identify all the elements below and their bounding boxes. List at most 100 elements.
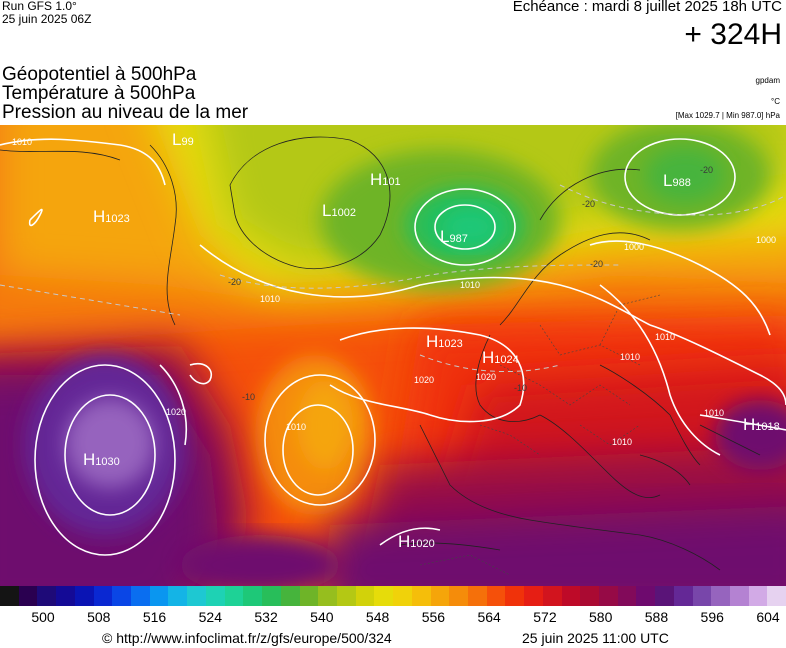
isobar-label: 1010: [612, 437, 632, 447]
color-scale-ticks: 500 508 516 524 532 540 548 556 564 572 580 588 596 6…: [0, 609, 786, 627]
isobar-label: 1000: [756, 235, 776, 245]
color-scale-swatch: [580, 586, 599, 606]
color-scale-bar: [0, 586, 786, 606]
generation-time: 25 juin 2025 11:00 UTC: [522, 630, 669, 646]
color-scale-swatch: [318, 586, 337, 606]
isobar-label: 1020: [166, 407, 186, 417]
color-scale-swatch: [355, 586, 375, 606]
color-scale-swatch: [243, 586, 263, 606]
param-pressure: Pression au niveau de la mer: [2, 102, 249, 123]
color-scale-swatch: [767, 586, 786, 606]
color-scale-swatch: [93, 586, 113, 606]
pressure-center-high: H1023: [426, 332, 463, 351]
color-scale-swatch: [486, 586, 506, 606]
color-scale-swatch: [542, 586, 562, 606]
forecast-offset: + 324H: [684, 18, 782, 51]
pressure-center-high: H1024: [482, 348, 519, 367]
color-scale-swatch: [673, 586, 693, 606]
isobar-label: 1020: [476, 372, 496, 382]
color-scale-tick-label: 548: [365, 609, 390, 625]
color-scale-swatch: [411, 586, 431, 606]
source-url[interactable]: © http://www.infoclimat.fr/z/gfs/europe/…: [102, 630, 392, 646]
color-scale-swatch: [74, 586, 94, 606]
param-geopotential: Géopotentiel à 500hPa: [2, 64, 197, 85]
run-date: 25 juin 2025 06Z: [2, 12, 92, 26]
isobars: [0, 138, 786, 556]
color-scale-swatch: [187, 586, 206, 606]
isobar-label: 1010: [620, 352, 640, 362]
color-scale-swatch: [56, 586, 75, 606]
weather-map-canvas: H1023 L99 H101 L1002 L987 L988 H1023 H10…: [0, 125, 786, 586]
color-scale-swatch: [224, 586, 244, 606]
isobar-label: 1000: [624, 242, 644, 252]
color-scale-swatch: [262, 586, 281, 606]
color-scale-tick-label: 572: [533, 609, 557, 625]
isotherm-label: -20: [582, 199, 595, 209]
color-scale-swatch: [730, 586, 749, 606]
isobar-label: 1020: [414, 375, 434, 385]
color-scale-swatch: [168, 586, 188, 606]
pressure-center-high: H1030: [83, 450, 120, 469]
isotherm-value-labels: -20 -20 -20 -20 -10 -10: [228, 165, 713, 402]
isobar-label: 1010: [260, 294, 280, 304]
weather-map[interactable]: H1023 L99 H101 L1002 L987 L988 H1023 H10…: [0, 125, 786, 586]
color-scale-tick-label: 588: [644, 609, 669, 625]
run-label: Run GFS 1.0°: [2, 0, 77, 13]
unit-pressure-range: [Max 1029.7 | Min 987.0] hPa: [675, 111, 780, 120]
isotherms: [0, 184, 786, 373]
forecast-valid-time: Echéance : mardi 8 juillet 2025 18h UTC: [512, 0, 782, 15]
color-scale-tick-label: 516: [142, 609, 167, 625]
color-scale-swatch: [149, 586, 169, 606]
borders: [419, 294, 661, 576]
color-scale-swatch: [336, 586, 356, 606]
color-scale-tick-label: 596: [700, 609, 724, 625]
isobar-label: 1010: [655, 332, 675, 342]
color-scale-swatch: [467, 586, 487, 606]
isotherm-label: -10: [514, 383, 527, 393]
color-scale-swatch: [561, 586, 581, 606]
color-scale-swatch: [0, 586, 19, 606]
color-scale-tick-label: 564: [477, 609, 501, 625]
pressure-center-low: L99: [172, 130, 194, 149]
color-scale-tick-label: 540: [310, 609, 334, 625]
pressure-center-low: L1002: [322, 201, 356, 220]
unit-geopotential: gpdam: [755, 76, 780, 85]
pressure-center-high: H1018: [743, 415, 780, 434]
color-scale-swatch: [430, 586, 450, 606]
isobar-label: 1010: [12, 137, 32, 147]
unit-temperature: °C: [771, 97, 780, 106]
color-scale-swatch: [655, 586, 674, 606]
isobar-label: 1010: [286, 422, 306, 432]
color-scale-tick-label: 532: [254, 609, 278, 625]
isotherm-label: -20: [700, 165, 713, 175]
isotherm-label: -20: [228, 277, 241, 287]
color-scale-tick-label: 580: [589, 609, 613, 625]
color-scale-swatch: [280, 586, 300, 606]
color-scale-swatch: [748, 586, 768, 606]
pressure-center-high: H1020: [398, 532, 435, 551]
color-scale-swatch: [112, 586, 132, 606]
color-scale-swatch: [524, 586, 543, 606]
color-scale-swatch: [505, 586, 525, 606]
pressure-center-high: H1023: [93, 207, 130, 226]
pressure-center-high: H101: [370, 170, 401, 189]
isobar-label: 1010: [704, 408, 724, 418]
color-scale-swatch: [205, 586, 225, 606]
param-temperature: Température à 500hPa: [2, 83, 196, 104]
isobar-value-labels: 1010 1010 1010 1000 1000 1010 1010 1020 …: [12, 137, 776, 447]
isotherm-label: -20: [590, 259, 603, 269]
color-scale-swatch: [617, 586, 637, 606]
color-scale-swatch: [393, 586, 412, 606]
pressure-center-labels: H1023 L99 H101 L1002 L987 L988 H1023 H10…: [83, 130, 780, 551]
color-scale-swatch: [374, 586, 394, 606]
color-scale-swatch: [636, 586, 656, 606]
pressure-center-low: L988: [663, 171, 691, 190]
color-scale-swatch: [131, 586, 150, 606]
color-scale-swatch: [449, 586, 468, 606]
color-scale-tick-label: 500: [31, 609, 55, 625]
geopotential-field: [0, 125, 786, 586]
pressure-center-low: L987: [440, 227, 468, 246]
color-scale-swatch: [692, 586, 712, 606]
color-scale-tick-label: 508: [87, 609, 111, 625]
color-scale-swatch: [599, 586, 618, 606]
